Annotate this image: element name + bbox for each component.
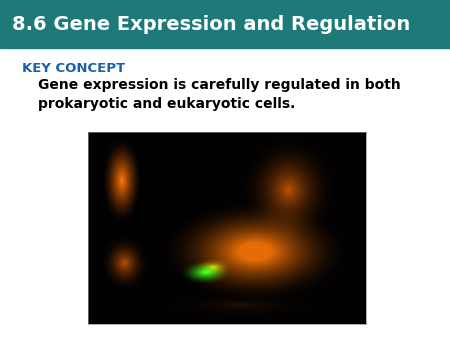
- Text: KEY CONCEPT: KEY CONCEPT: [22, 62, 125, 75]
- Text: 8.6 Gene Expression and Regulation: 8.6 Gene Expression and Regulation: [12, 15, 410, 33]
- Bar: [0, 0, 450, 48]
- Text: Gene expression is carefully regulated in both
prokaryotic and eukaryotic cells.: Gene expression is carefully regulated i…: [38, 78, 401, 111]
